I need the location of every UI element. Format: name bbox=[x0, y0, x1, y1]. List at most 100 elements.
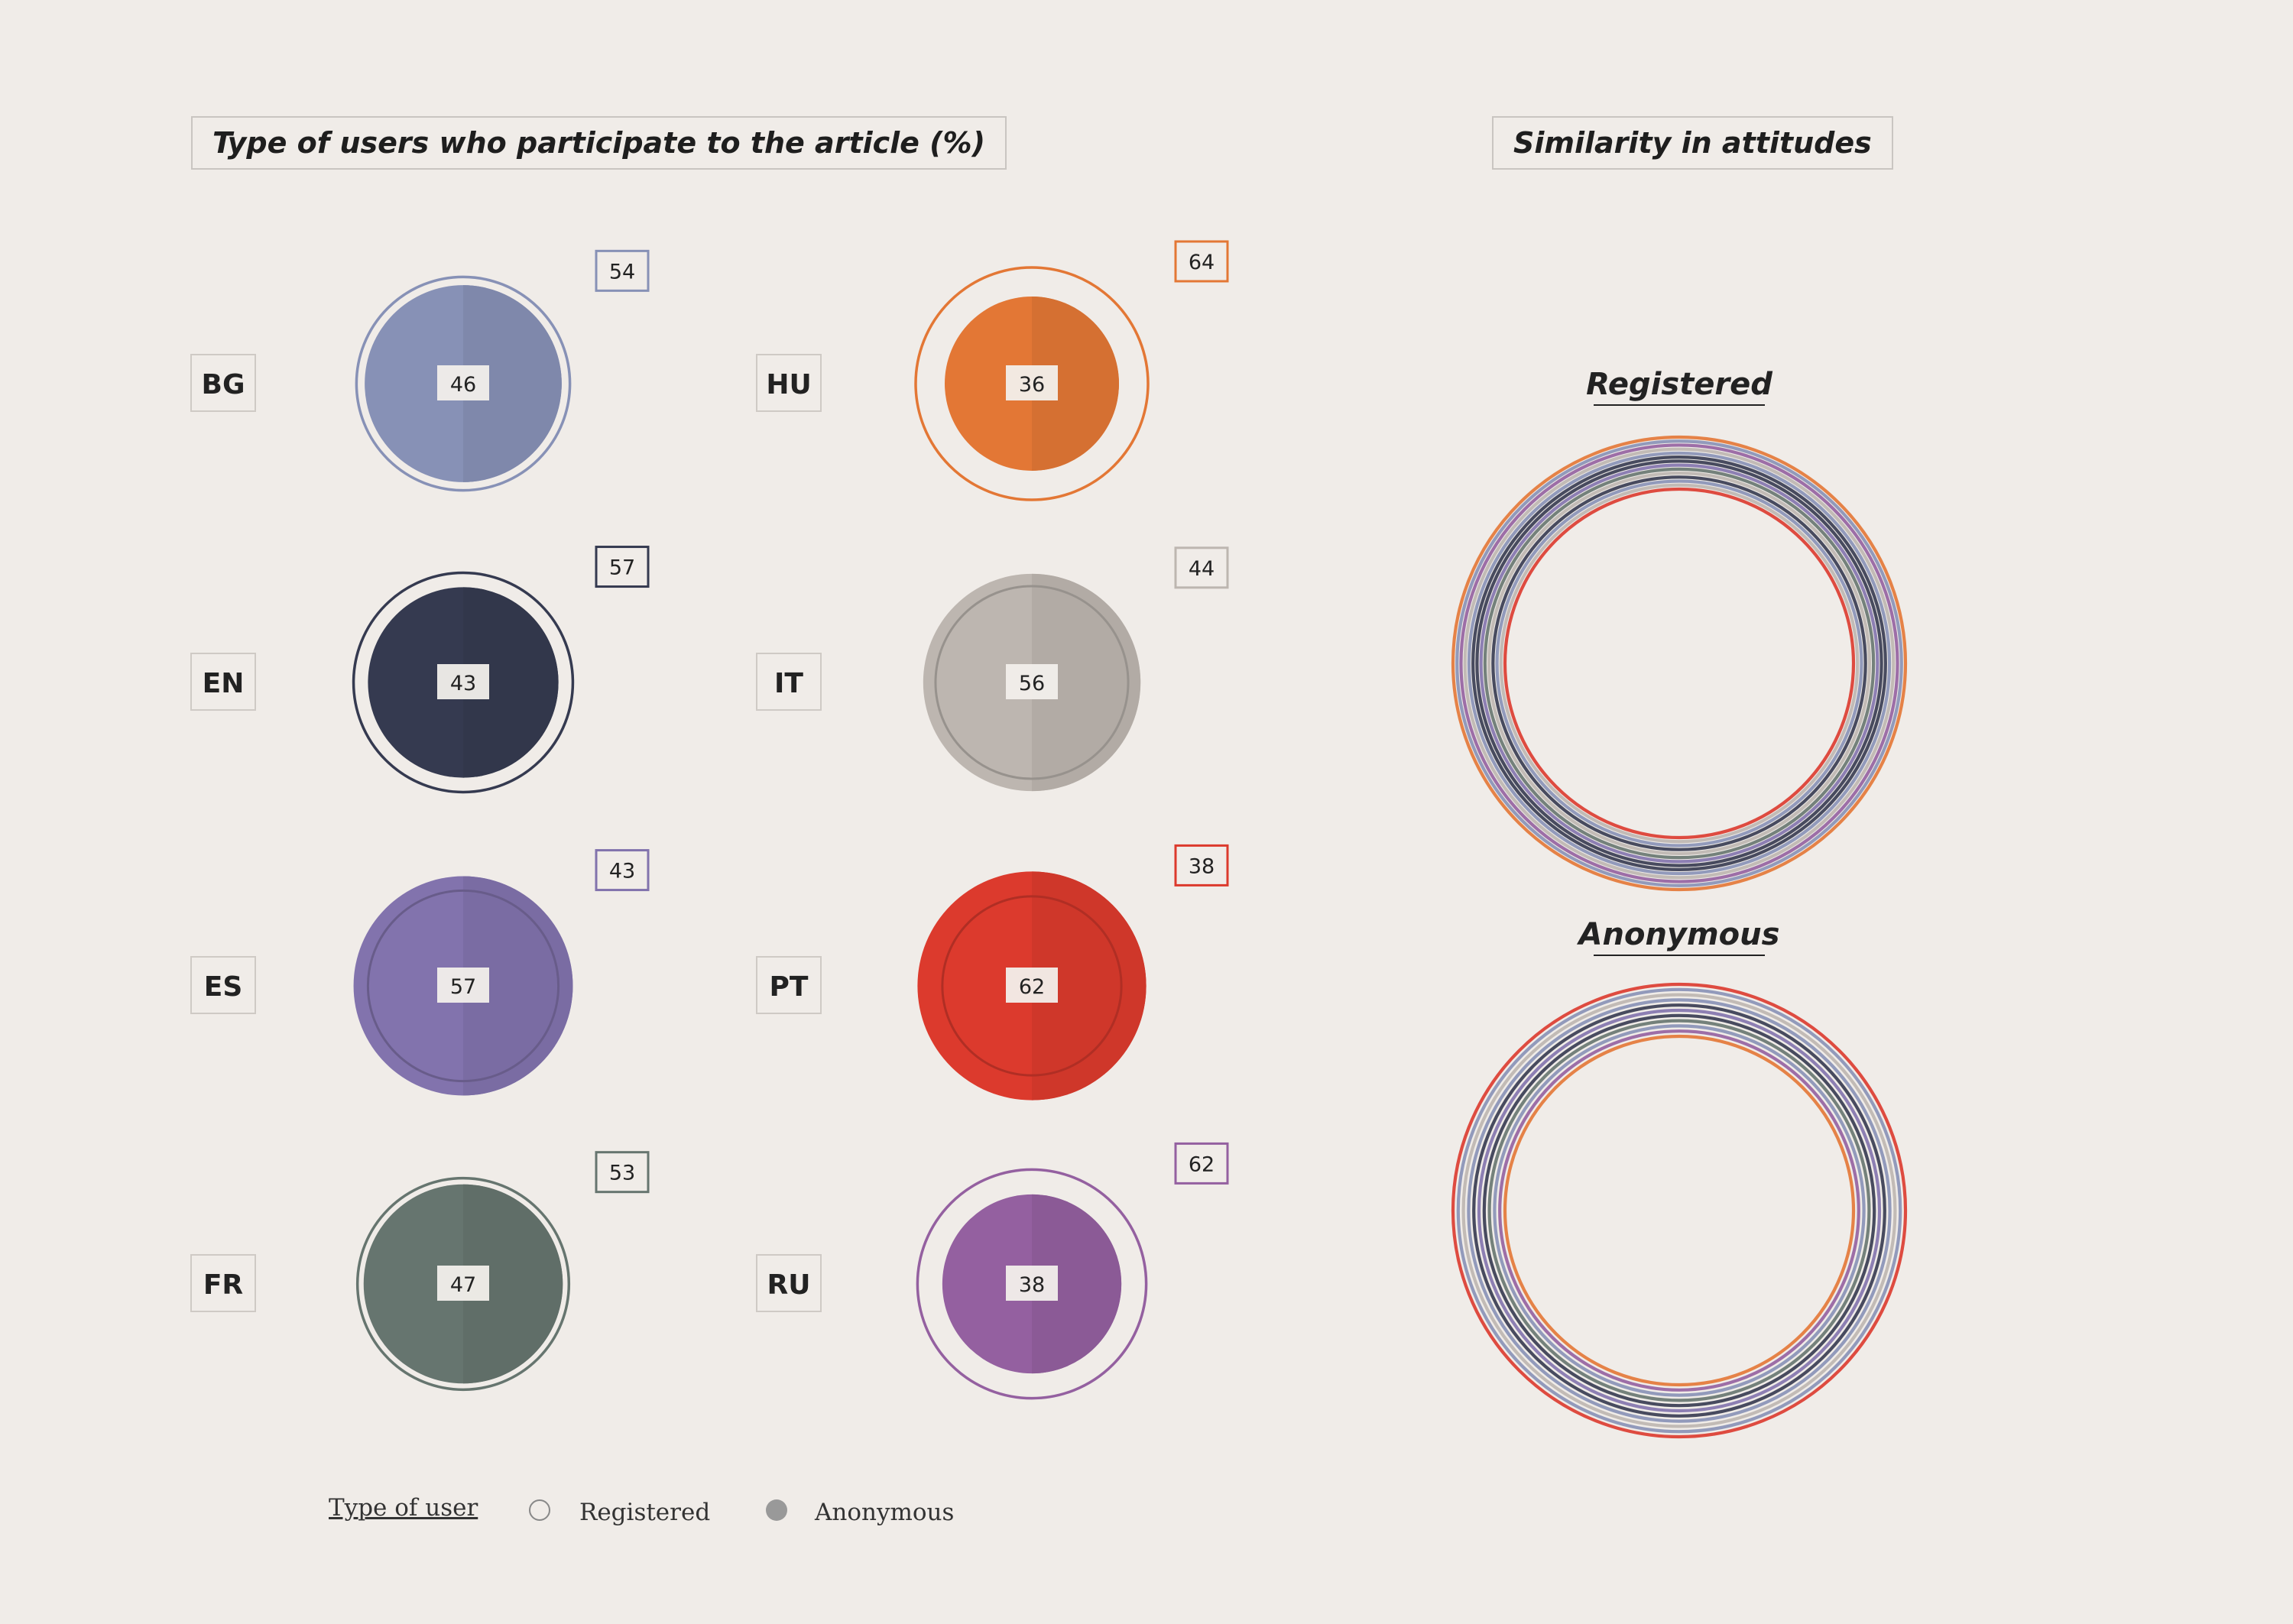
registered-ring bbox=[366, 889, 560, 1083]
ring-bg bbox=[1455, 439, 1903, 887]
ring-en bbox=[1491, 475, 1867, 851]
anonymous-disc-shade bbox=[463, 1184, 563, 1384]
ring-en bbox=[1482, 1013, 1876, 1408]
registered-value-label: 57 bbox=[609, 556, 635, 580]
ring-en bbox=[1471, 455, 1887, 871]
country-label-box bbox=[756, 653, 822, 711]
bubble-en: EN 43 57 bbox=[190, 546, 650, 794]
country-label-box bbox=[190, 354, 256, 412]
country-label: RU bbox=[767, 1269, 811, 1301]
registered-value-box bbox=[595, 546, 650, 588]
ring-es bbox=[1479, 463, 1879, 864]
ring-it bbox=[1463, 447, 1896, 880]
ring-panel-registered: Registered bbox=[1451, 367, 1908, 892]
anonymous-value-label: 56 bbox=[1019, 672, 1045, 695]
registered-value-label: 64 bbox=[1189, 251, 1215, 274]
country-label: ES bbox=[204, 971, 243, 1003]
country-label-box bbox=[756, 354, 822, 412]
registered-swatch-icon bbox=[529, 1499, 550, 1521]
ring-hu bbox=[1503, 1034, 1856, 1387]
anonymous-value-label: 62 bbox=[1019, 975, 1045, 999]
anonymous-disc-shade bbox=[463, 285, 562, 482]
ring-fr bbox=[1483, 467, 1876, 860]
registered-value-label: 44 bbox=[1189, 557, 1215, 581]
bubble-bg: BG 46 54 bbox=[190, 249, 650, 492]
registered-ring bbox=[916, 1168, 1148, 1400]
ring-fr bbox=[1487, 1019, 1871, 1402]
anonymous-value-box bbox=[437, 365, 489, 400]
legend-anonymous-label: Anonymous bbox=[815, 1499, 955, 1526]
ring-pt bbox=[1451, 982, 1908, 1439]
ring-hu bbox=[1451, 435, 1908, 892]
bubble-ru: RU 38 62 bbox=[756, 1142, 1229, 1400]
ring-bg bbox=[1467, 451, 1892, 876]
country-label-box bbox=[190, 653, 256, 711]
anonymous-swatch-icon bbox=[766, 1499, 787, 1521]
registered-value-label: 53 bbox=[609, 1162, 635, 1185]
anonymous-value-box bbox=[1006, 365, 1058, 400]
similarity-title: Similarity in attitudes bbox=[1492, 116, 1893, 170]
anonymous-value-label: 57 bbox=[450, 975, 476, 999]
anonymous-disc-shade bbox=[1032, 1194, 1122, 1374]
ring-en bbox=[1475, 459, 1883, 867]
anonymous-value-box bbox=[437, 968, 489, 1003]
country-label: HU bbox=[766, 369, 811, 400]
ring-ru bbox=[1459, 443, 1899, 883]
anonymous-value-label: 43 bbox=[450, 672, 476, 695]
anonymous-value-box bbox=[1006, 1266, 1058, 1301]
anonymous-value-label: 47 bbox=[450, 1273, 476, 1297]
registered-ring bbox=[914, 266, 1150, 501]
registered-value-box bbox=[1174, 1142, 1229, 1185]
ring-panel-anonymous: Anonymous bbox=[1451, 917, 1908, 1439]
country-label: FR bbox=[203, 1269, 243, 1301]
country-label: BG bbox=[202, 369, 245, 400]
ring-ru bbox=[1498, 1029, 1860, 1392]
ring-it bbox=[1487, 471, 1872, 856]
registered-value-box bbox=[595, 849, 650, 892]
anonymous-value-box bbox=[1006, 664, 1058, 699]
country-label: EN bbox=[203, 668, 245, 699]
ring-it bbox=[1461, 993, 1897, 1428]
anonymous-value-box bbox=[437, 664, 489, 699]
registered-value-box bbox=[1174, 240, 1229, 283]
bubble-it: IT 56 44 bbox=[756, 546, 1229, 792]
ring-panel-label: Anonymous bbox=[1577, 917, 1780, 952]
registered-value-label: 38 bbox=[1189, 854, 1215, 878]
registered-ring bbox=[355, 1176, 571, 1392]
anonymous-disc-shade bbox=[1032, 297, 1119, 471]
registered-ring bbox=[941, 895, 1123, 1077]
anonymous-disc-shade bbox=[463, 587, 559, 778]
ring-bg bbox=[1456, 987, 1902, 1434]
anonymous-value-label: 36 bbox=[1019, 373, 1045, 397]
anonymous-disc-shade bbox=[1032, 871, 1146, 1100]
bubble-hu: HU 36 64 bbox=[756, 240, 1229, 501]
registered-ring bbox=[352, 571, 575, 794]
country-label-box bbox=[756, 1254, 822, 1312]
bubble-es: ES 57 43 bbox=[190, 849, 650, 1096]
ring-it bbox=[1499, 483, 1860, 844]
country-label: IT bbox=[774, 668, 803, 699]
ring-pt bbox=[1503, 487, 1856, 840]
anonymous-value-box bbox=[437, 1266, 489, 1301]
registered-value-box bbox=[595, 1151, 650, 1194]
country-label-box bbox=[190, 956, 256, 1014]
registered-ring bbox=[355, 275, 572, 492]
ring-en bbox=[1472, 1003, 1886, 1418]
registered-value-box bbox=[595, 249, 650, 292]
registered-value-label: 62 bbox=[1189, 1152, 1215, 1176]
registered-value-label: 43 bbox=[609, 860, 635, 883]
registered-value-box bbox=[1174, 546, 1229, 589]
registered-ring bbox=[934, 585, 1130, 780]
anonymous-value-box bbox=[1006, 968, 1058, 1003]
ring-bg bbox=[1495, 479, 1863, 848]
bubble-pt: PT 62 38 bbox=[756, 844, 1229, 1100]
ring-panel-label: Registered bbox=[1586, 367, 1772, 402]
ring-bg bbox=[1493, 1024, 1866, 1397]
anonymous-value-label: 38 bbox=[1019, 1273, 1045, 1297]
bubble-fr: FR 47 53 bbox=[190, 1151, 650, 1392]
ring-bg bbox=[1467, 998, 1892, 1423]
anonymous-value-label: 46 bbox=[450, 373, 476, 397]
ring-es bbox=[1477, 1008, 1882, 1413]
legend-title: Type of user bbox=[329, 1494, 478, 1522]
